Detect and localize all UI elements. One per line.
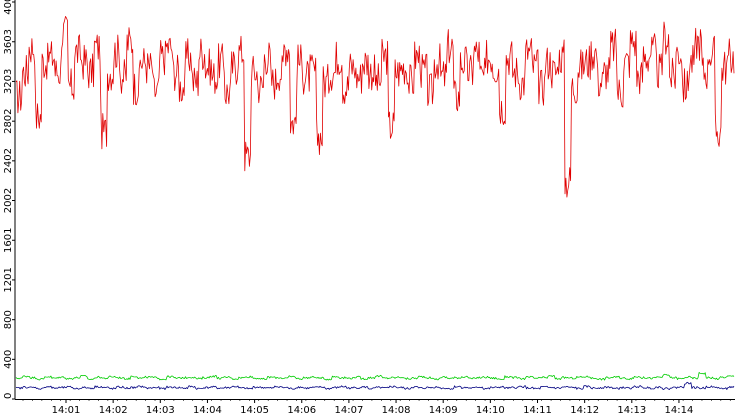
series-line-0: [15, 15, 735, 198]
x-tick-label: 14:11: [523, 405, 552, 415]
x-tick-label: 14:02: [99, 405, 128, 415]
x-tick-label: 14:12: [570, 405, 599, 415]
y-tick-label: 2402: [3, 148, 14, 173]
y-tick-label: 2002: [3, 188, 14, 213]
x-tick-label: 14:07: [334, 405, 363, 415]
y-tick-label: 1201: [3, 267, 14, 292]
x-tick-label: 14:08: [382, 405, 411, 415]
x-tick-label: 14:10: [476, 405, 505, 415]
y-axis: 0 400 800 1201 1601 2002 2402 2802 3203 3603 4004: [3, 0, 16, 400]
series-line-2: [15, 381, 735, 391]
series-line-1: [15, 371, 735, 381]
x-axis: 14:01 14:02 14:03 14:04 14:05 14:06 14:07 14:08…: [15, 399, 735, 415]
y-tick-label: 3603: [3, 29, 14, 54]
y-tick-label: 2802: [3, 108, 14, 133]
x-tick-label: 14:14: [665, 405, 694, 415]
y-tick-label: 0: [3, 393, 14, 399]
x-tick-label: 14:06: [287, 405, 316, 415]
x-tick-label: 14:09: [429, 405, 458, 415]
x-tick-label: 14:05: [240, 405, 269, 415]
x-tick-label: 14:01: [52, 405, 81, 415]
series-group: [15, 15, 735, 391]
y-tick-label: 4004: [3, 0, 14, 15]
x-tick-label: 14:03: [146, 405, 175, 415]
y-tick-label: 800: [3, 310, 14, 329]
x-tick-label: 14:04: [193, 405, 222, 415]
x-tick-label: 14:13: [617, 405, 646, 415]
y-tick-label: 1601: [3, 228, 14, 253]
y-tick-label: 3203: [3, 69, 14, 94]
y-tick-label: 400: [3, 350, 14, 369]
